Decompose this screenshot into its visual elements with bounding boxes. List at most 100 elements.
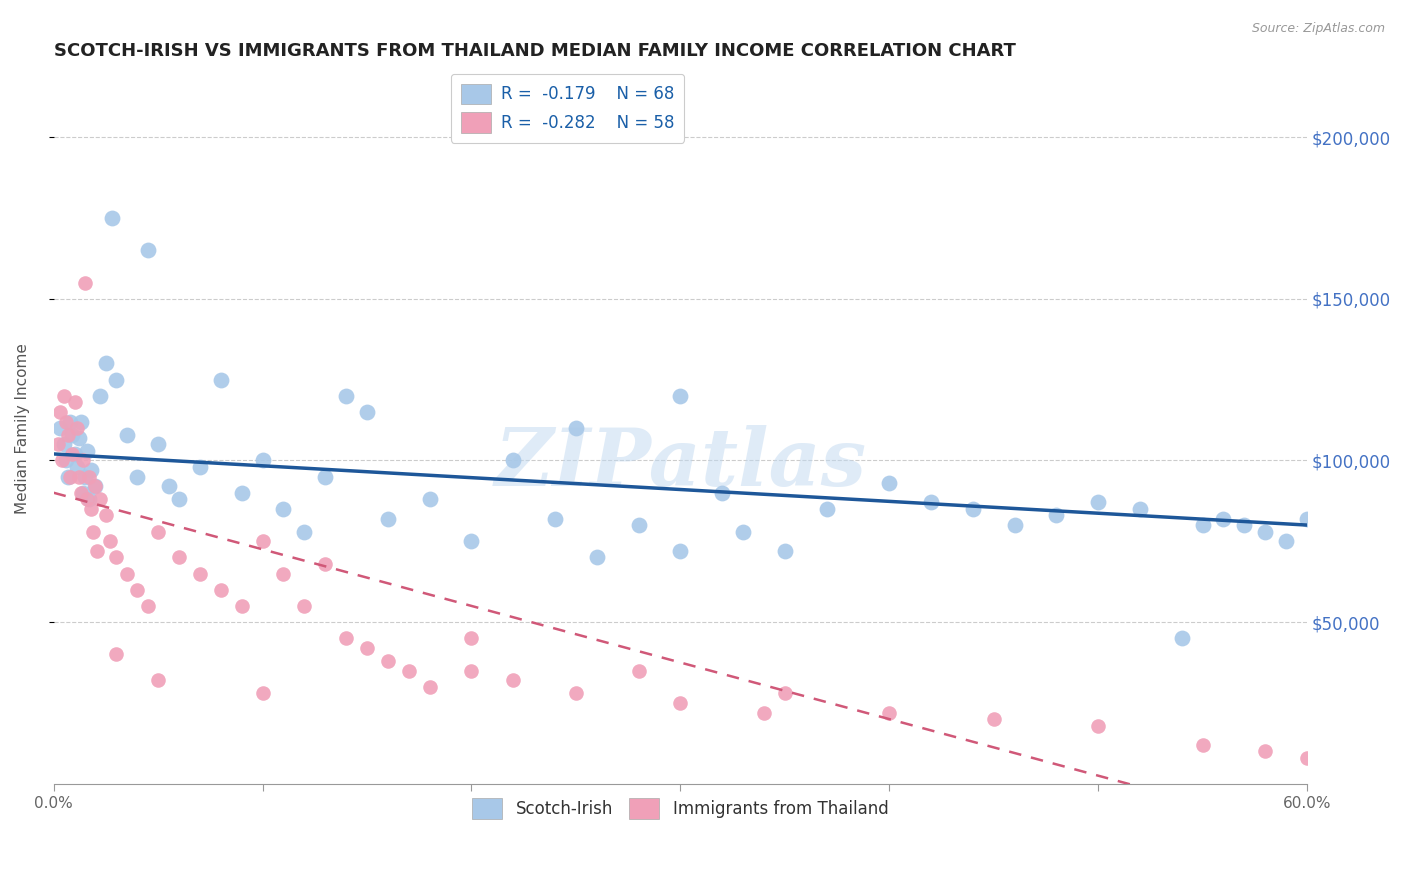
Point <box>419 492 441 507</box>
Point <box>69 485 91 500</box>
Point <box>105 373 128 387</box>
Point <box>69 415 91 429</box>
Text: ZIPatlas: ZIPatlas <box>495 425 866 502</box>
Point <box>136 599 159 613</box>
Point <box>314 557 336 571</box>
Point <box>209 582 232 597</box>
Point <box>46 437 69 451</box>
Point <box>669 544 692 558</box>
Point <box>377 511 399 525</box>
Point <box>1191 738 1213 752</box>
Point <box>544 511 567 525</box>
Point <box>773 544 796 558</box>
Point <box>565 421 588 435</box>
Point <box>962 502 984 516</box>
Point <box>65 421 87 435</box>
Point <box>188 566 211 581</box>
Point <box>1379 534 1402 549</box>
Point <box>815 502 838 516</box>
Point <box>565 686 588 700</box>
Point <box>1045 508 1067 523</box>
Point <box>669 389 692 403</box>
Point <box>59 415 82 429</box>
Point <box>711 485 734 500</box>
Point <box>773 686 796 700</box>
Point <box>86 544 108 558</box>
Point <box>136 244 159 258</box>
Point <box>920 495 942 509</box>
Point <box>1296 751 1319 765</box>
Point <box>273 566 295 581</box>
Point <box>1254 744 1277 758</box>
Point <box>231 485 253 500</box>
Point <box>252 453 274 467</box>
Point <box>398 664 420 678</box>
Point <box>585 550 607 565</box>
Point <box>460 632 482 646</box>
Point <box>1337 524 1360 539</box>
Point <box>377 654 399 668</box>
Point <box>105 648 128 662</box>
Point <box>53 389 76 403</box>
Point <box>146 673 169 688</box>
Point <box>77 469 100 483</box>
Point <box>84 479 107 493</box>
Point <box>127 582 149 597</box>
Point <box>49 405 72 419</box>
Point <box>252 686 274 700</box>
Point <box>67 469 90 483</box>
Point <box>335 632 357 646</box>
Point <box>188 459 211 474</box>
Point <box>502 453 524 467</box>
Point <box>72 485 94 500</box>
Point <box>127 469 149 483</box>
Point <box>72 453 94 467</box>
Point <box>877 476 900 491</box>
Point <box>63 447 86 461</box>
Text: SCOTCH-IRISH VS IMMIGRANTS FROM THAILAND MEDIAN FAMILY INCOME CORRELATION CHART: SCOTCH-IRISH VS IMMIGRANTS FROM THAILAND… <box>53 42 1015 60</box>
Point <box>146 524 169 539</box>
Point <box>314 469 336 483</box>
Point <box>669 696 692 710</box>
Point <box>80 502 103 516</box>
Point <box>80 463 103 477</box>
Text: Source: ZipAtlas.com: Source: ZipAtlas.com <box>1251 22 1385 36</box>
Point <box>73 276 96 290</box>
Point <box>292 599 315 613</box>
Point <box>115 566 138 581</box>
Point <box>1275 534 1298 549</box>
Point <box>89 389 111 403</box>
Point <box>1129 502 1152 516</box>
Point <box>877 706 900 720</box>
Point <box>627 664 650 678</box>
Y-axis label: Median Family Income: Median Family Income <box>15 343 30 514</box>
Point <box>335 389 357 403</box>
Point <box>167 492 190 507</box>
Point <box>1254 524 1277 539</box>
Point <box>292 524 315 539</box>
Point <box>77 492 100 507</box>
Point <box>1296 511 1319 525</box>
Point <box>76 492 98 507</box>
Point <box>983 712 1005 726</box>
Point <box>1170 632 1192 646</box>
Point <box>356 405 378 419</box>
Point <box>76 443 98 458</box>
Point <box>105 550 128 565</box>
Point <box>273 502 295 516</box>
Point <box>1400 541 1406 555</box>
Point <box>627 518 650 533</box>
Point <box>63 395 86 409</box>
Point <box>73 469 96 483</box>
Point <box>101 211 124 225</box>
Point <box>94 508 117 523</box>
Point <box>1316 518 1339 533</box>
Point <box>94 356 117 370</box>
Point <box>1087 495 1109 509</box>
Point <box>58 427 80 442</box>
Point <box>1087 718 1109 732</box>
Point <box>55 415 77 429</box>
Point <box>65 459 87 474</box>
Point <box>252 534 274 549</box>
Point <box>115 427 138 442</box>
